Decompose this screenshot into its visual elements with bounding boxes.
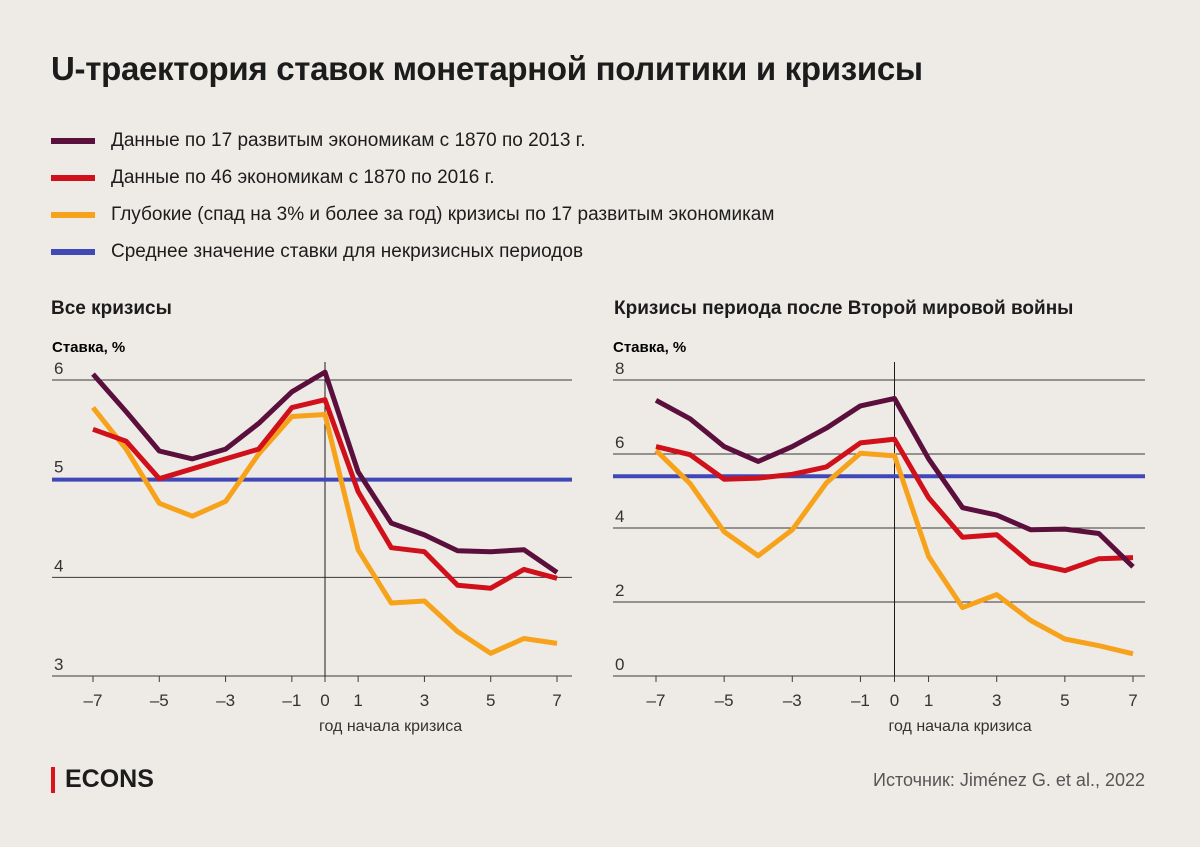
series-line-3: [654, 448, 1134, 657]
legend: Данные по 17 развитым экономикам с 1870 …: [51, 122, 774, 270]
x-tick-label: 0: [320, 691, 329, 710]
y-tick-label: 6: [615, 433, 624, 452]
x-tick-label: 1: [924, 691, 933, 710]
y-tick-label: 2: [615, 581, 624, 600]
x-tick-label: 7: [552, 691, 561, 710]
series-line-3: [91, 406, 558, 656]
legend-swatch: [51, 248, 95, 255]
y-tick-label: 5: [54, 458, 63, 477]
y-tick-label: 4: [615, 507, 624, 526]
legend-swatch: [51, 174, 95, 181]
x-tick-label: –5: [715, 691, 734, 710]
legend-item: Данные по 17 развитым экономикам с 1870 …: [51, 122, 774, 159]
y-tick-label: 8: [615, 359, 624, 378]
brand-logo: ECONS: [51, 765, 154, 794]
x-tick-label: 1: [353, 691, 362, 710]
x-tick-label: –3: [783, 691, 802, 710]
legend-label: Глубокие (спад на 3% и более за год) кри…: [111, 203, 775, 225]
x-tick-label: –1: [851, 691, 870, 710]
legend-swatch: [51, 211, 95, 218]
y-axis-title: Ставка, %: [613, 339, 686, 356]
x-tick-label: –3: [216, 691, 235, 710]
y-axis-title: Ставка, %: [52, 339, 125, 356]
x-tick-label: 7: [1128, 691, 1137, 710]
series-line-2: [655, 436, 1134, 574]
x-tick-label: –1: [282, 691, 301, 710]
x-tick-label: 5: [1060, 691, 1069, 710]
legend-swatch: [51, 137, 95, 144]
series-line-1: [91, 369, 559, 575]
legend-item: Данные по 46 экономикам с 1870 по 2016 г…: [51, 159, 774, 196]
legend-label: Данные по 17 развитым экономикам с 1870 …: [111, 129, 586, 151]
series-line-2: [92, 397, 558, 591]
x-tick-label: –7: [84, 691, 103, 710]
legend-item: Среднее значение ставки для некризисных …: [51, 233, 774, 270]
x-axis-title: год начала кризиса: [889, 718, 1032, 735]
page-title: U-траектория ставок монетарной политики …: [51, 50, 923, 87]
series-line-1: [654, 396, 1135, 569]
chart-all-crises: Ставка, % 6 5 4 3 –7 –5 –3 –1 0 1 3 5 7 год начала кри…: [52, 339, 572, 735]
legend-label: Данные по 46 экономикам с 1870 по 2016 г…: [111, 166, 495, 188]
chart-title-all-crises: Все кризисы: [51, 298, 172, 319]
x-axis-title: год начала кризиса: [319, 718, 462, 735]
x-tick-label: 0: [890, 691, 899, 710]
x-tick-label: 3: [420, 691, 429, 710]
y-tick-label: 3: [54, 655, 63, 674]
brand-bar: [51, 766, 55, 793]
x-tick-label: –5: [150, 691, 169, 710]
legend-label: Среднее значение ставки для некризисных …: [111, 240, 584, 262]
x-tick-label: 5: [486, 691, 495, 710]
source-note: Источник: Jiménez G. et al., 2022: [873, 770, 1145, 790]
y-tick-label: 4: [54, 556, 63, 575]
legend-item: Глубокие (спад на 3% и более за год) кри…: [51, 196, 774, 233]
brand-name: ECONS: [65, 765, 154, 793]
x-tick-label: –7: [647, 691, 666, 710]
x-tick-label: 3: [992, 691, 1001, 710]
chart-title-postwar-crises: Кризисы периода после Второй мировой вой…: [614, 298, 1074, 319]
y-tick-label: 0: [615, 655, 624, 674]
y-tick-label: 6: [54, 359, 63, 378]
chart-postwar-crises: Ставка, % 8 6 4 2 0 –7 –5 –3 –1 0 1 3 5 7 год начала кр…: [613, 339, 1145, 735]
